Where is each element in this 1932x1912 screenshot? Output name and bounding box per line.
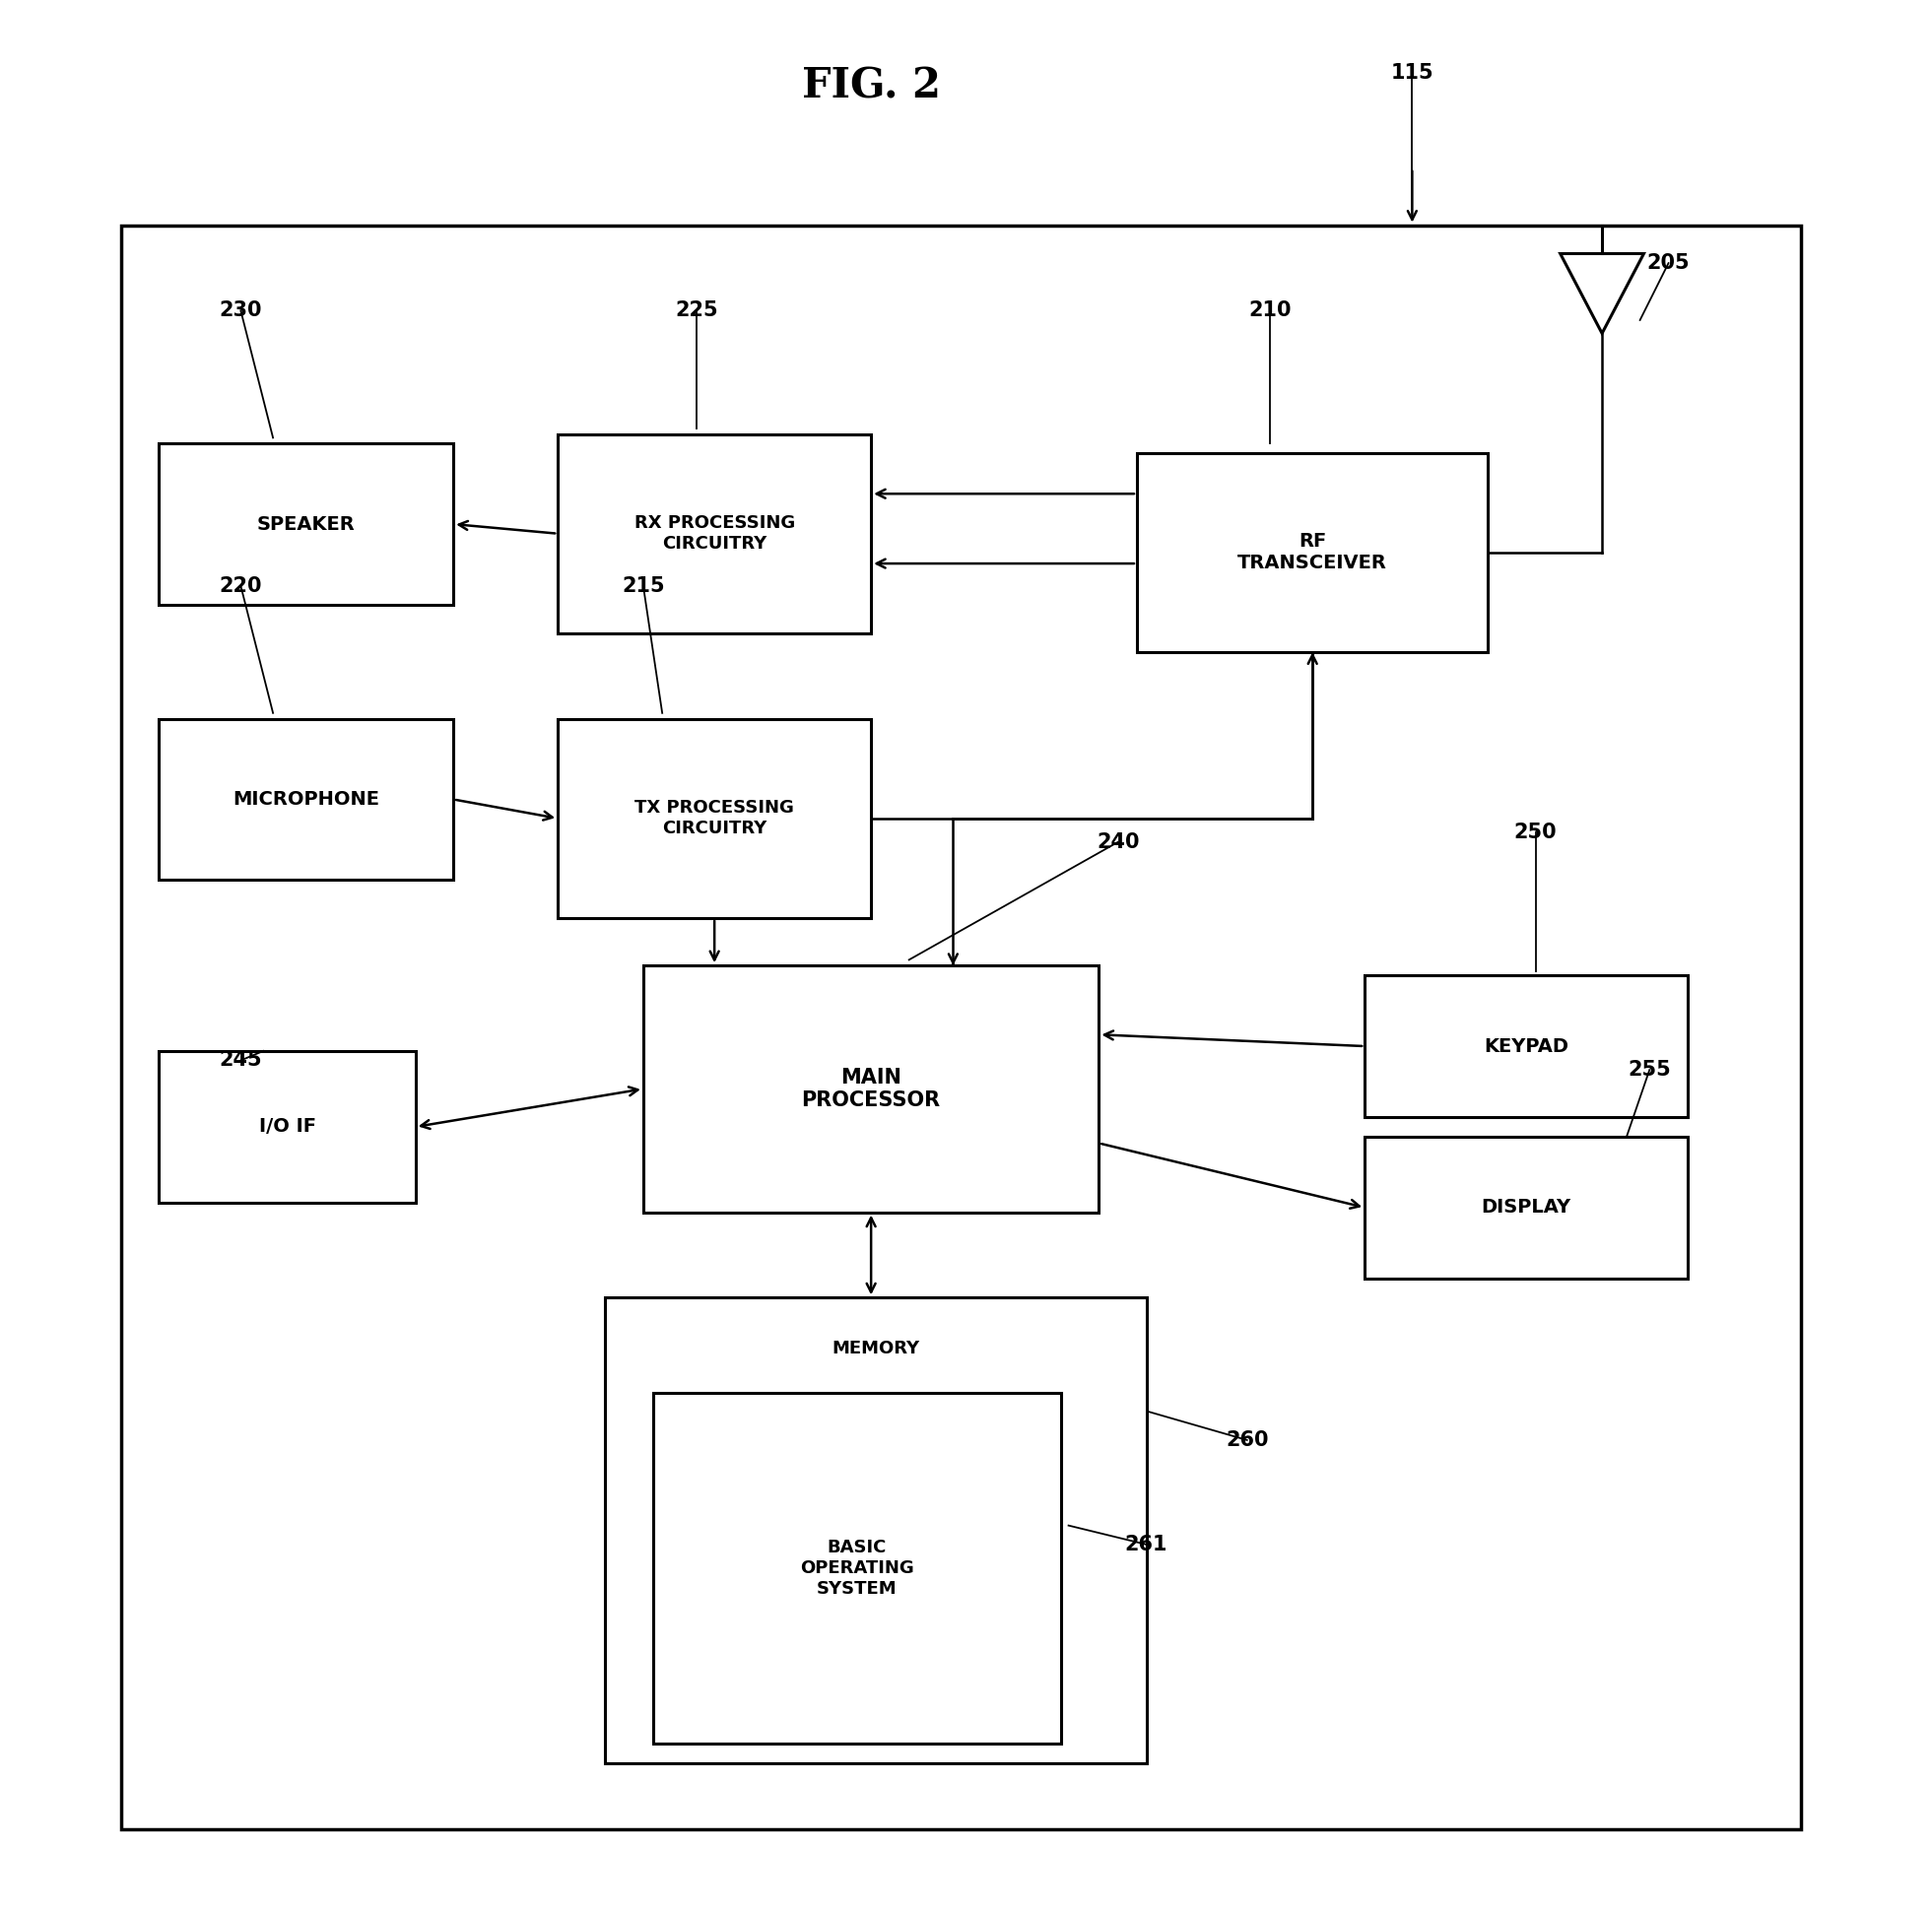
- Text: MEMORY: MEMORY: [833, 1340, 920, 1358]
- Text: 240: 240: [1097, 832, 1140, 853]
- Bar: [158, 444, 454, 604]
- Text: 210: 210: [1248, 300, 1291, 321]
- Text: 215: 215: [622, 576, 665, 597]
- Text: SPEAKER: SPEAKER: [257, 514, 355, 533]
- Text: 115: 115: [1391, 63, 1434, 82]
- Text: DISPLAY: DISPLAY: [1482, 1199, 1571, 1216]
- Bar: [1136, 453, 1488, 652]
- Text: 230: 230: [220, 300, 263, 321]
- Bar: [122, 226, 1801, 1830]
- Bar: [653, 1392, 1061, 1744]
- Text: 261: 261: [1124, 1535, 1167, 1554]
- Text: 245: 245: [218, 1050, 263, 1071]
- Text: MICROPHONE: MICROPHONE: [234, 790, 379, 809]
- Text: 225: 225: [674, 300, 719, 321]
- Bar: [158, 719, 454, 880]
- Text: TX PROCESSING
CIRCUITRY: TX PROCESSING CIRCUITRY: [636, 799, 794, 837]
- Bar: [558, 719, 871, 918]
- Bar: [1364, 1136, 1687, 1279]
- Text: 255: 255: [1629, 1059, 1671, 1080]
- Text: RX PROCESSING
CIRCUITRY: RX PROCESSING CIRCUITRY: [634, 514, 794, 553]
- Text: RF
TRANSCEIVER: RF TRANSCEIVER: [1238, 532, 1387, 574]
- Text: FIG. 2: FIG. 2: [802, 65, 941, 107]
- Text: 205: 205: [1646, 252, 1690, 273]
- Text: 260: 260: [1225, 1430, 1269, 1449]
- Bar: [158, 1052, 415, 1203]
- Text: I/O IF: I/O IF: [259, 1117, 315, 1136]
- Bar: [1364, 975, 1687, 1117]
- Text: MAIN
PROCESSOR: MAIN PROCESSOR: [802, 1067, 941, 1111]
- Text: 250: 250: [1515, 822, 1557, 843]
- Bar: [605, 1298, 1146, 1763]
- Text: BASIC
OPERATING
SYSTEM: BASIC OPERATING SYSTEM: [800, 1539, 914, 1598]
- Bar: [558, 434, 871, 633]
- Bar: [643, 966, 1099, 1212]
- Text: 220: 220: [220, 576, 263, 597]
- Text: KEYPAD: KEYPAD: [1484, 1036, 1569, 1055]
